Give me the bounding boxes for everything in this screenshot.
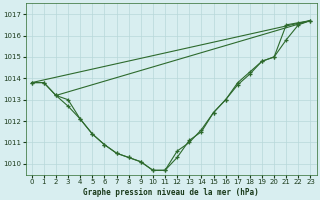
X-axis label: Graphe pression niveau de la mer (hPa): Graphe pression niveau de la mer (hPa) (83, 188, 259, 197)
